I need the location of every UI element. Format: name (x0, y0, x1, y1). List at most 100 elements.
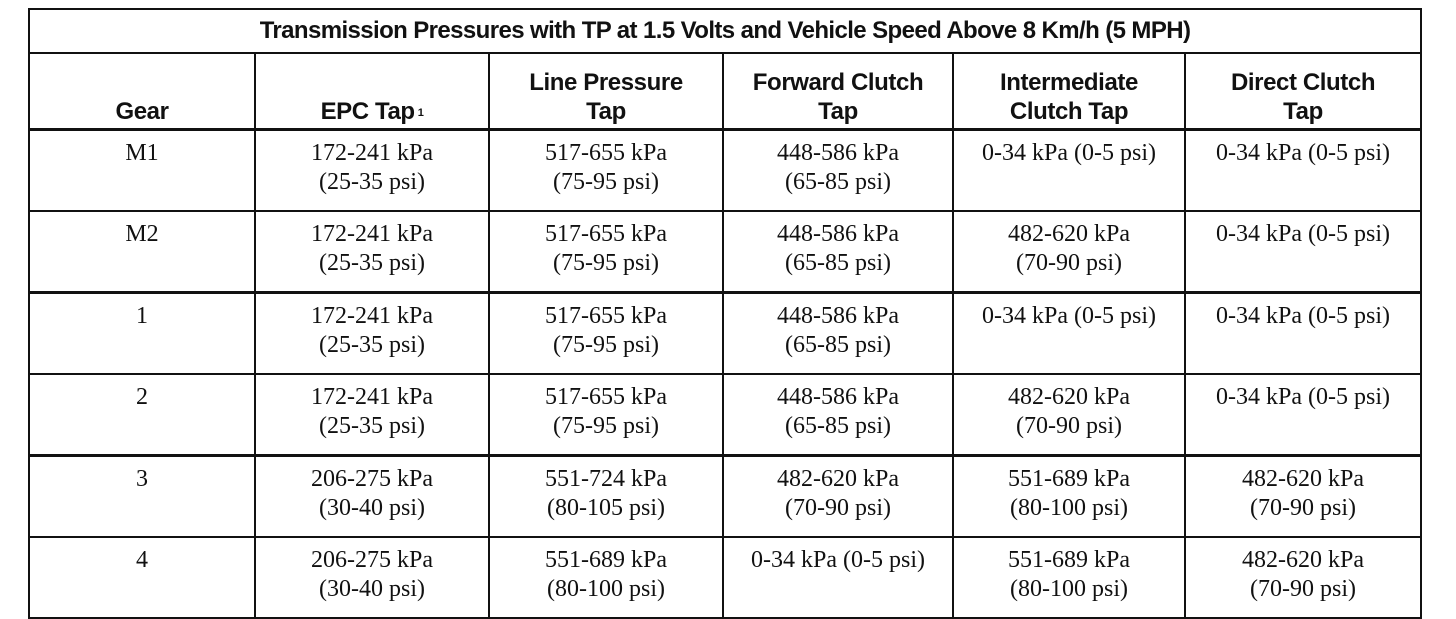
line-kpa: 517-655 kPa (545, 384, 667, 410)
forward-clutch-cell: 448-586 kPa (65-85 psi) (722, 210, 954, 294)
direct-kpa: 0-34 kPa (0-5 psi) (1216, 140, 1391, 166)
forward-kpa: 448-586 kPa (777, 303, 899, 329)
epc-tap-cell: 172-241 kPa (25-35 psi) (254, 291, 490, 375)
intermediate-kpa: 551-689 kPa (1008, 547, 1130, 573)
forward-kpa: 0-34 kPa (0-5 psi) (751, 547, 925, 573)
intermediate-psi: (70-90 psi) (1016, 250, 1122, 276)
direct-kpa: 482-620 kPa (1242, 547, 1365, 573)
epc-kpa: 172-241 kPa (311, 303, 433, 329)
forward-psi: (65-85 psi) (785, 169, 891, 195)
intermediate-psi: (70-90 psi) (1016, 413, 1122, 439)
epc-tap-cell: 172-241 kPa (25-35 psi) (254, 210, 490, 294)
epc-psi: (25-35 psi) (319, 250, 425, 276)
gear-cell: 2 (28, 373, 256, 457)
epc-psi: (30-40 psi) (319, 495, 425, 521)
forward-psi: (65-85 psi) (785, 250, 891, 276)
gear-value: 3 (136, 466, 148, 492)
header-epc-tap: EPC Tap 1 (254, 52, 490, 131)
line-kpa: 551-689 kPa (545, 547, 667, 573)
direct-clutch-cell: 0-34 kPa (0-5 psi) (1183, 210, 1423, 294)
epc-tap-cell: 172-241 kPa (25-35 psi) (254, 128, 490, 212)
epc-psi: (25-35 psi) (319, 332, 425, 358)
intermediate-clutch-cell: 482-620 kPa (70-90 psi) (952, 373, 1186, 457)
table-row: M2 172-241 kPa (25-35 psi) 517-655 kPa (75… (28, 210, 1423, 294)
direct-kpa: 482-620 kPa (1242, 466, 1365, 492)
epc-tap-cell: 206-275 kPa (30-40 psi) (254, 454, 490, 538)
footnote-marker: 1 (417, 107, 424, 119)
table-row: 1 172-241 kPa (25-35 psi) 517-655 kPa (75-… (28, 291, 1423, 375)
forward-psi: (70-90 psi) (785, 495, 891, 521)
line-pressure-cell: 551-724 kPa (80-105 psi) (488, 454, 724, 538)
line-pressure-cell: 517-655 kPa (75-95 psi) (488, 128, 724, 212)
intermediate-kpa: 482-620 kPa (1008, 384, 1130, 410)
epc-kpa: 172-241 kPa (311, 384, 433, 410)
table-row: 3 206-275 kPa (30-40 psi) 551-724 kPa (80-… (28, 454, 1423, 538)
intermediate-psi: (80-100 psi) (1010, 495, 1128, 521)
intermediate-kpa: 551-689 kPa (1008, 466, 1130, 492)
line-pressure-cell: 517-655 kPa (75-95 psi) (488, 291, 724, 375)
line-psi: (80-100 psi) (547, 576, 665, 602)
line-kpa: 517-655 kPa (545, 221, 667, 247)
forward-clutch-cell: 482-620 kPa (70-90 psi) (722, 454, 954, 538)
gear-cell: M2 (28, 210, 256, 294)
header-gear: Gear (28, 52, 256, 131)
line-kpa: 551-724 kPa (545, 466, 667, 492)
header-epc-tap-line-1: EPC Tap 1 (256, 97, 488, 126)
epc-tap-cell: 206-275 kPa (30-40 psi) (254, 536, 490, 619)
direct-clutch-cell: 0-34 kPa (0-5 psi) (1183, 373, 1423, 457)
line-kpa: 517-655 kPa (545, 303, 667, 329)
forward-kpa: 448-586 kPa (777, 384, 899, 410)
header-forward-clutch-line-2: Tap (818, 98, 858, 125)
line-psi: (75-95 psi) (553, 413, 659, 439)
direct-psi: (70-90 psi) (1250, 495, 1357, 521)
direct-psi: (70-90 psi) (1250, 576, 1357, 602)
epc-psi: (30-40 psi) (319, 576, 425, 602)
header-intermediate-clutch-line-2: Clutch Tap (1009, 98, 1129, 125)
gear-value: M1 (125, 140, 159, 166)
line-psi: (80-105 psi) (547, 495, 665, 521)
line-psi: (75-95 psi) (553, 169, 659, 195)
direct-clutch-cell: 0-34 kPa (0-5 psi) (1183, 128, 1423, 212)
direct-clutch-cell: 482-620 kPa (70-90 psi) (1183, 454, 1423, 538)
forward-clutch-cell: 448-586 kPa (65-85 psi) (722, 128, 954, 212)
table-row: M1 172-241 kPa (25-35 psi) 517-655 kPa (75… (28, 128, 1423, 212)
header-line-pressure-line-2: Tap (586, 98, 626, 125)
gear-value: 4 (136, 547, 148, 573)
table-row: 2 172-241 kPa (25-35 psi) 517-655 kPa (75-… (28, 373, 1423, 457)
line-pressure-cell: 517-655 kPa (75-95 psi) (488, 373, 724, 457)
forward-kpa: 482-620 kPa (777, 466, 899, 492)
forward-psi: (65-85 psi) (785, 413, 891, 439)
gear-cell: 4 (28, 536, 256, 619)
table-title: Transmission Pressures with TP at 1.5 Vo… (27, 8, 1423, 54)
intermediate-psi: (80-100 psi) (1010, 576, 1128, 602)
gear-value: 2 (136, 384, 148, 410)
header-direct-clutch-line-2: Tap (1283, 98, 1323, 125)
forward-kpa: 448-586 kPa (777, 140, 899, 166)
header-gear-line-1: Gear (115, 98, 169, 125)
forward-clutch-cell: 0-34 kPa (0-5 psi) (722, 536, 954, 619)
header-forward-clutch-tap: Forward Clutch Tap (722, 52, 954, 131)
intermediate-clutch-cell: 551-689 kPa (80-100 psi) (952, 536, 1186, 619)
forward-psi: (65-85 psi) (785, 332, 891, 358)
line-psi: (75-95 psi) (553, 250, 659, 276)
epc-tap-cell: 172-241 kPa (25-35 psi) (254, 373, 490, 457)
forward-kpa: 448-586 kPa (777, 221, 899, 247)
direct-clutch-cell: 482-620 kPa (70-90 psi) (1183, 536, 1423, 619)
header-intermediate-clutch-tap: Intermediate Clutch Tap (952, 52, 1186, 131)
line-psi: (75-95 psi) (553, 332, 659, 358)
direct-kpa: 0-34 kPa (0-5 psi) (1216, 303, 1391, 329)
header-intermediate-clutch-line-1: Intermediate (1000, 69, 1138, 96)
gear-value: 1 (136, 303, 148, 329)
epc-kpa: 172-241 kPa (311, 140, 433, 166)
epc-psi: (25-35 psi) (319, 413, 425, 439)
epc-psi: (25-35 psi) (319, 169, 425, 195)
transmission-pressure-table: Transmission Pressures with TP at 1.5 Vo… (27, 8, 1423, 619)
epc-kpa: 206-275 kPa (311, 547, 433, 573)
header-direct-clutch-line-1: Direct Clutch (1230, 69, 1376, 96)
header-epc-tap-text: EPC Tap (320, 98, 416, 125)
header-direct-clutch-tap: Direct Clutch Tap (1183, 52, 1423, 131)
header-row: Gear EPC Tap 1 Line Pressure Tap Forward … (28, 52, 1423, 131)
intermediate-kpa: 0-34 kPa (0-5 psi) (982, 303, 1156, 329)
forward-clutch-cell: 448-586 kPa (65-85 psi) (722, 291, 954, 375)
intermediate-clutch-cell: 482-620 kPa (70-90 psi) (952, 210, 1186, 294)
